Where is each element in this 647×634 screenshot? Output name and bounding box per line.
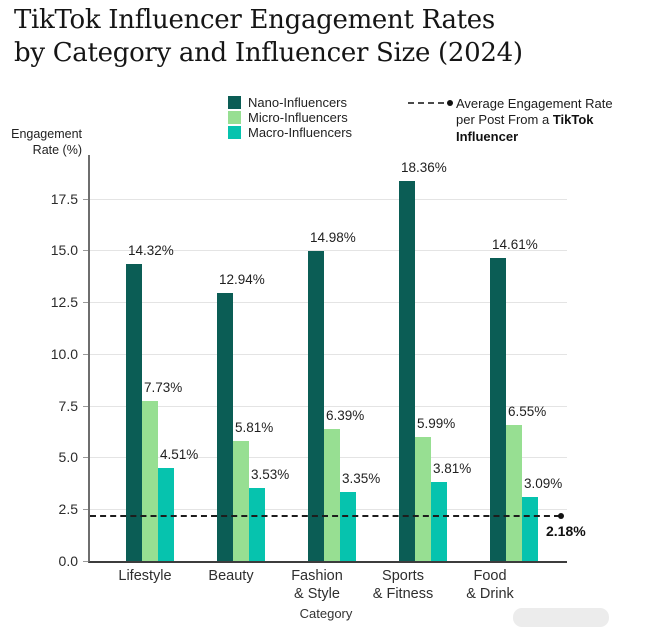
legend-item: Macro-Influencers <box>228 124 353 140</box>
y-tick-mark <box>83 405 88 407</box>
bar-value-label: 7.73% <box>144 379 183 395</box>
legend-label: Macro-Influencers <box>248 124 353 140</box>
gridline <box>90 198 567 200</box>
category-label: Beauty <box>208 568 254 584</box>
average-line-value-label: 2.18% <box>546 522 586 539</box>
category-label: Lifestyle <box>118 568 172 584</box>
bar-nano-influencers-0 <box>126 264 142 561</box>
legend-item: Nano-Influencers <box>228 94 352 110</box>
bar-value-label: 18.36% <box>401 159 447 175</box>
bar-value-label: 3.09% <box>524 475 563 491</box>
bar-macro-influencers-2 <box>340 491 356 561</box>
y-tick-label: 17.5 <box>50 190 78 207</box>
y-tick-mark <box>83 509 88 511</box>
chart-title: TikTok Influencer Engagement Rates by Cat… <box>14 4 523 70</box>
plot-area: 14.32% 12.94% 14.98% 18.36% 14.61% 7.73% 5.81%… <box>88 155 586 563</box>
legend-label: Micro-Influencers <box>248 109 348 125</box>
bar-macro-influencers-1 <box>249 487 265 561</box>
bar-value-label: 14.98% <box>310 229 356 245</box>
gridline <box>90 250 567 252</box>
chart-title-line2: by Category and Influencer Size (2024) <box>14 37 523 68</box>
bar-nano-influencers-2 <box>308 250 324 561</box>
gridline <box>90 405 567 407</box>
category-label: Sports & Fitness <box>372 568 434 603</box>
bar-micro-influencers-3 <box>415 436 431 561</box>
bar-value-label: 14.61% <box>492 237 538 253</box>
bar-micro-influencers-1 <box>233 440 249 561</box>
bar-value-label: 3.81% <box>433 461 472 477</box>
y-tick-label: 12.5 <box>50 294 78 311</box>
average-line-icon <box>408 97 453 109</box>
y-tick-mark <box>83 302 88 304</box>
category-label: Fashion & Style <box>291 568 343 603</box>
chart-title-line1: TikTok Influencer Engagement Rates <box>14 5 495 35</box>
bar-macro-influencers-0 <box>158 467 174 561</box>
y-tick-label: 2.5 <box>58 501 78 518</box>
x-axis-label: Category <box>299 606 353 621</box>
bar-value-label: 12.94% <box>219 271 265 287</box>
y-tick-label: 5.0 <box>58 449 78 466</box>
legend-item: Micro-Influencers <box>228 109 352 125</box>
y-tick-mark <box>83 561 88 562</box>
bar-macro-influencers-4 <box>522 497 538 561</box>
y-tick-label: 10.0 <box>50 345 78 362</box>
bar-nano-influencers-3 <box>399 180 415 561</box>
y-tick-mark <box>83 457 88 459</box>
legend-series: Nano-Influencers Micro-Influencers Macro-I… <box>228 95 352 140</box>
average-line-end-dot <box>558 512 564 519</box>
bar-micro-influencers-0 <box>142 400 158 561</box>
bar-value-label: 6.55% <box>508 404 547 420</box>
legend-swatch-micro-icon <box>228 110 241 124</box>
bar-value-label: 3.53% <box>251 466 290 482</box>
gridline <box>90 302 567 304</box>
legend-average-label: Average Engagement Rate per Post From a T… <box>456 96 613 144</box>
y-tick-mark <box>83 353 88 355</box>
bar-nano-influencers-4 <box>490 258 506 561</box>
bar-macro-influencers-3 <box>431 482 447 561</box>
average-line <box>90 514 560 517</box>
watermark <box>513 608 609 627</box>
y-tick-mark <box>83 250 88 252</box>
y-tick-label: 7.5 <box>58 397 78 414</box>
bar-value-label: 3.35% <box>342 470 381 486</box>
y-tick-label: 0.0 <box>58 553 78 569</box>
y-axis-label: Engagement Rate (%) <box>11 127 82 158</box>
legend-swatch-nano-icon <box>228 95 241 109</box>
bar-value-label: 5.99% <box>417 415 456 431</box>
bar-value-label: 4.51% <box>160 446 199 462</box>
bar-micro-influencers-4 <box>506 425 522 561</box>
bar-value-label: 5.81% <box>235 419 274 435</box>
legend-swatch-macro-icon <box>228 125 241 139</box>
y-tick-mark <box>83 198 88 200</box>
gridline <box>90 353 567 355</box>
legend-average-line: Average Engagement Rate per Post From a T… <box>408 96 641 145</box>
legend-label: Nano-Influencers <box>248 94 347 110</box>
bar-nano-influencers-1 <box>217 292 233 561</box>
bar-value-label: 6.39% <box>326 407 365 423</box>
bar-value-label: 14.32% <box>128 243 174 259</box>
bar-micro-influencers-2 <box>324 428 340 561</box>
category-label: Food & Drink <box>466 568 514 603</box>
y-tick-label: 15.0 <box>50 242 78 259</box>
